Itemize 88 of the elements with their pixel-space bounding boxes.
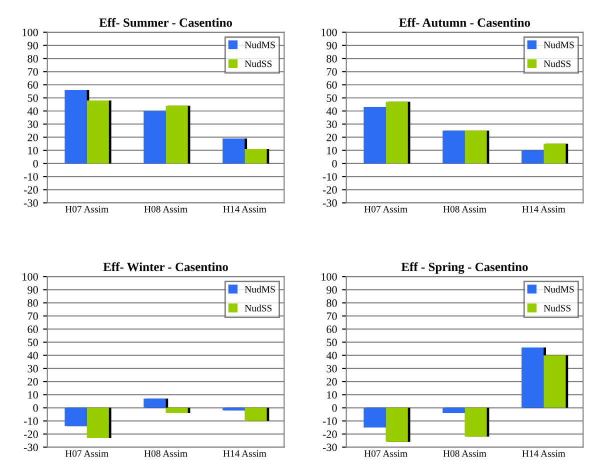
legend-label: NudSS xyxy=(544,304,571,312)
legend-label: NudMS xyxy=(544,41,574,48)
y-tick-label: 70 xyxy=(28,68,38,76)
y-tick-label: 0 xyxy=(33,160,38,168)
y-tick-label: -10 xyxy=(24,173,38,181)
y-tick-label: -10 xyxy=(24,417,38,425)
y-tick-label: 10 xyxy=(327,146,337,154)
chart-title: Eff - Spring - Casentino xyxy=(401,262,528,274)
y-tick-label: 60 xyxy=(28,81,38,89)
y-tick-label: 20 xyxy=(28,378,38,386)
y-tick-label: 0 xyxy=(332,160,337,168)
y-tick-label: -10 xyxy=(322,417,337,425)
legend-label: NudSS xyxy=(244,60,272,68)
y-tick-label: 70 xyxy=(326,312,337,320)
y-tick-label: 20 xyxy=(326,378,337,386)
bar xyxy=(144,110,166,164)
y-tick-label: -20 xyxy=(24,430,38,438)
bar xyxy=(364,408,386,428)
y-tick-label: 30 xyxy=(326,364,337,372)
y-tick-label: -20 xyxy=(322,430,337,438)
legend-label: NudMS xyxy=(544,286,574,293)
y-tick-label: 60 xyxy=(326,326,337,334)
chart-title: Eff- Autumn - Casentino xyxy=(399,18,530,27)
x-tick-label: H08 Assim xyxy=(443,450,486,457)
y-tick-label: 50 xyxy=(326,338,337,346)
bar xyxy=(364,107,386,164)
x-tick-label: H14 Assim xyxy=(223,206,266,212)
x-tick-label: H07 Assim xyxy=(364,206,408,212)
y-tick-label: 70 xyxy=(326,68,337,76)
bar xyxy=(64,90,87,164)
y-tick-label: 80 xyxy=(326,299,337,307)
y-tick-label: 0 xyxy=(33,404,38,412)
bar xyxy=(522,347,544,408)
legend-label: NudMS xyxy=(244,286,275,293)
y-tick-label: -30 xyxy=(24,199,38,207)
y-tick-label: 100 xyxy=(22,28,38,36)
y-tick-label: 10 xyxy=(28,146,38,154)
x-tick-label: H08 Assim xyxy=(144,206,188,212)
y-tick-label: 20 xyxy=(326,134,337,142)
y-tick-label: -30 xyxy=(24,444,38,452)
y-tick-label: 80 xyxy=(28,54,38,62)
y-tick-label: 80 xyxy=(28,299,38,307)
y-tick-label: -30 xyxy=(322,199,337,207)
x-tick-label: H08 Assim xyxy=(144,450,188,457)
y-tick-label: 100 xyxy=(322,273,337,281)
x-tick-label: H07 Assim xyxy=(364,450,408,457)
bar xyxy=(442,408,465,414)
y-tick-label: 20 xyxy=(28,134,38,142)
y-tick-label: 30 xyxy=(28,364,38,372)
legend-label: NudSS xyxy=(544,60,571,68)
x-tick-label: H07 Assim xyxy=(65,206,108,212)
y-tick-label: -30 xyxy=(322,444,337,452)
y-tick-label: 40 xyxy=(27,107,38,115)
chart-title: Eff- Summer - Casentino xyxy=(99,18,232,27)
y-tick-label: 50 xyxy=(28,338,38,346)
y-tick-label: 50 xyxy=(28,94,38,102)
y-tick-label: -20 xyxy=(24,186,38,194)
y-tick-label: 90 xyxy=(326,286,337,294)
y-tick-label: 100 xyxy=(22,273,38,281)
y-tick-label: 10 xyxy=(28,391,38,399)
y-tick-label: -20 xyxy=(322,186,337,194)
y-tick-label: 40 xyxy=(326,352,337,360)
bar xyxy=(442,130,465,164)
x-tick-label: H08 Assim xyxy=(443,206,486,212)
y-tick-label: 70 xyxy=(28,312,38,320)
y-tick-label: 0 xyxy=(332,404,337,412)
y-tick-label: 90 xyxy=(28,42,38,50)
y-tick-label: 30 xyxy=(28,120,38,128)
y-tick-label: 90 xyxy=(28,286,38,294)
legend-label: NudMS xyxy=(244,41,275,48)
bar xyxy=(522,150,544,164)
x-tick-label: H14 Assim xyxy=(223,450,266,457)
x-tick-label: H14 Assim xyxy=(522,206,566,212)
y-tick-label: 50 xyxy=(326,94,337,102)
y-tick-label: 100 xyxy=(322,28,337,36)
y-tick-label: 40 xyxy=(27,352,38,360)
y-tick-label: 40 xyxy=(326,107,337,115)
y-tick-label: 60 xyxy=(326,81,337,89)
x-tick-label: H07 Assim xyxy=(65,450,108,457)
x-tick-label: H14 Assim xyxy=(522,450,566,457)
y-tick-label: 30 xyxy=(326,120,337,128)
legend-label: NudSS xyxy=(244,304,272,312)
y-tick-label: -10 xyxy=(322,173,337,181)
chart-title: Eff- Winter - Casentino xyxy=(103,262,228,272)
y-tick-label: 10 xyxy=(327,391,337,399)
y-tick-label: 90 xyxy=(326,42,337,50)
y-tick-label: 80 xyxy=(326,54,337,62)
y-tick-label: 60 xyxy=(28,326,38,334)
